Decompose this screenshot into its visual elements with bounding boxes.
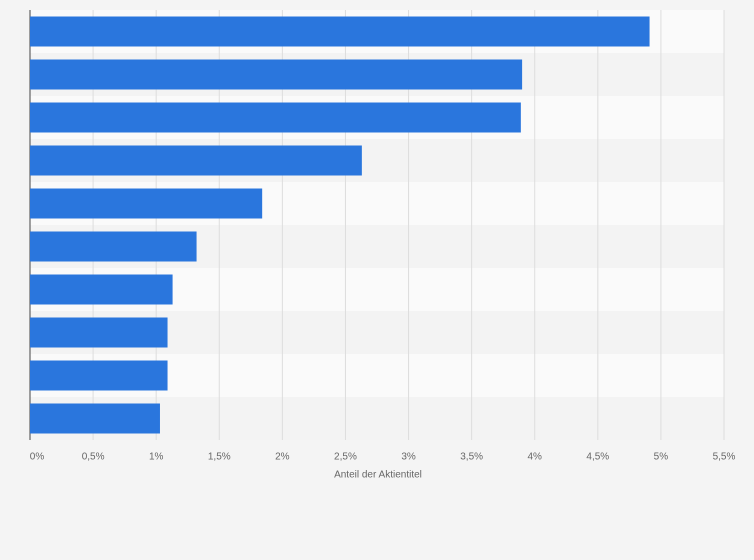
x-axis-label: Anteil der Aktientitel [334,470,422,481]
x-tick-label: 1% [149,452,164,463]
bar [30,59,523,90]
x-tick-label: 5% [654,452,669,463]
x-tick-label: 0,5% [82,452,105,463]
bar [30,403,160,434]
x-tick-label: 0% [30,452,45,463]
bar [30,360,168,391]
x-tick-label: 4% [528,452,543,463]
bar [30,317,168,348]
x-tick-label: 1,5% [208,452,231,463]
x-tick-label: 2% [275,452,290,463]
bar [30,231,197,262]
bar [30,188,263,219]
x-tick-label: 3% [401,452,416,463]
bar [30,145,362,176]
x-tick-label: 5,5% [713,452,736,463]
x-tick-label: 2,5% [334,452,357,463]
bar [30,274,173,305]
bar [30,102,521,133]
bar [30,16,650,47]
x-tick-label: 4,5% [586,452,609,463]
x-tick-label: 3,5% [460,452,483,463]
